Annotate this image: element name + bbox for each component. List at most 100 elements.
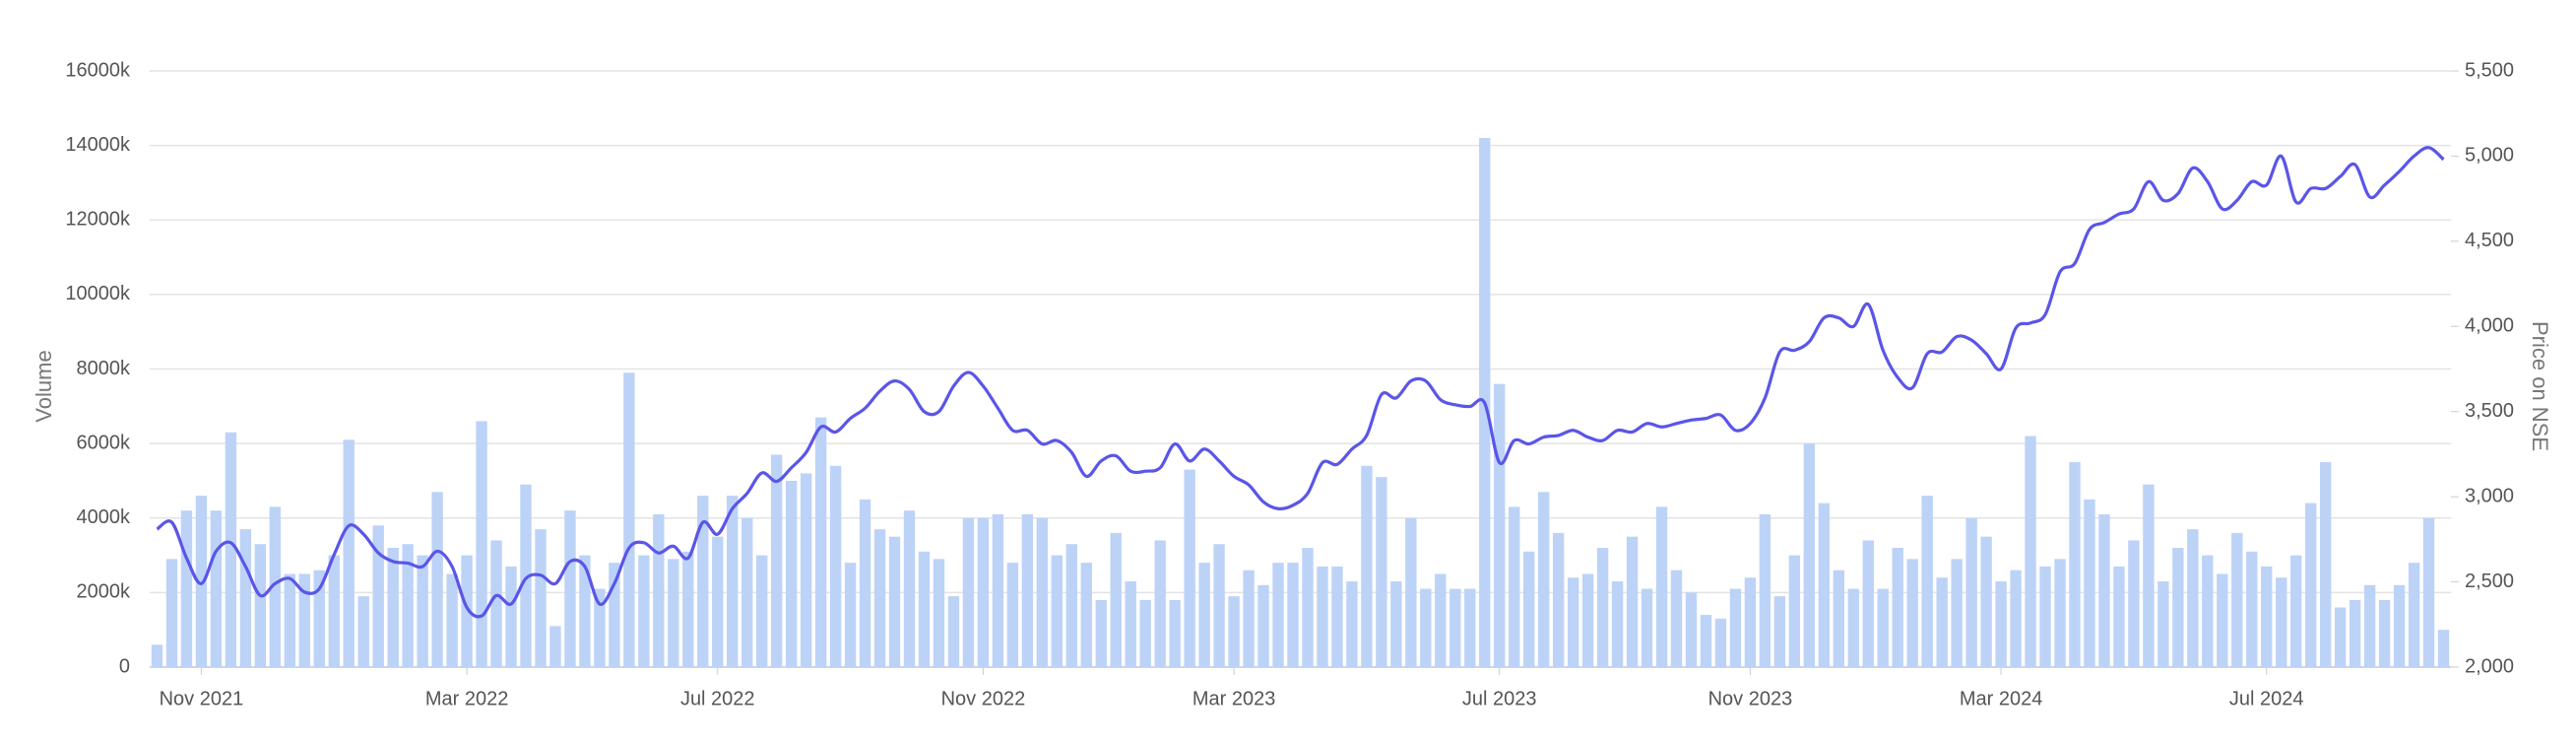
bar [1921, 496, 1933, 667]
bar [1965, 517, 1977, 667]
bar [933, 559, 945, 667]
bar [284, 573, 296, 667]
bar [727, 496, 739, 667]
bar [387, 548, 399, 667]
bar [1420, 588, 1432, 667]
x-tick-label: Mar 2024 [1960, 688, 2043, 709]
bar [829, 465, 842, 667]
bar [564, 510, 576, 667]
bar [1788, 555, 1801, 667]
bar [298, 573, 310, 667]
x-tick-label: Jul 2022 [680, 688, 755, 709]
bar [992, 513, 1004, 667]
bar [903, 510, 916, 667]
y-tick-label: 0 [119, 655, 130, 677]
bar [328, 555, 340, 667]
bar [1567, 577, 1579, 667]
bar [623, 372, 635, 667]
y-tick-label: 14000k [65, 134, 131, 156]
bar [594, 588, 606, 667]
bar [2276, 577, 2287, 667]
bar [1877, 588, 1889, 667]
bar [2363, 584, 2376, 667]
bar [269, 506, 282, 667]
bar [1405, 517, 1417, 667]
bar [1494, 383, 1506, 667]
bar [1611, 581, 1624, 667]
bar [476, 421, 487, 667]
bar [918, 551, 931, 667]
bar [1833, 570, 1844, 667]
bar [1995, 581, 2007, 667]
bar [1198, 563, 1210, 667]
bar [800, 473, 812, 667]
bar [1847, 588, 1859, 667]
bar [372, 525, 384, 667]
bar [697, 496, 709, 667]
bar [2039, 566, 2051, 667]
bar [1213, 544, 1225, 667]
bar [962, 517, 975, 667]
bar [1464, 588, 1476, 667]
bar [1390, 581, 1402, 667]
y2-tick-label: 4,000 [2465, 315, 2514, 337]
bar [2143, 484, 2155, 667]
bar [1655, 506, 1668, 667]
x-tick-label: Nov 2023 [1708, 688, 1793, 709]
bar [2157, 581, 2169, 667]
bar [1435, 573, 1447, 667]
bar [1036, 517, 1049, 667]
bar [1523, 551, 1535, 667]
bar [1257, 584, 1269, 667]
bar [417, 555, 428, 667]
bar [1773, 596, 1786, 667]
bar [873, 529, 886, 667]
bar [151, 644, 163, 667]
bar [1243, 570, 1255, 667]
bar [2202, 555, 2214, 667]
bar [1714, 618, 1727, 667]
bar [254, 544, 267, 667]
bar [2010, 570, 2022, 667]
bar [431, 492, 443, 667]
y-tick-label: 6000k [77, 432, 131, 453]
bar [756, 555, 768, 667]
bar [1272, 563, 1284, 667]
bar [357, 596, 369, 667]
bar [638, 555, 650, 667]
bar [1626, 536, 1639, 667]
bar [1184, 469, 1195, 667]
y-tick-label: 12000k [65, 209, 131, 231]
bar [2304, 503, 2317, 667]
bar [668, 559, 679, 667]
bar [2217, 573, 2228, 667]
bar [1951, 559, 1963, 667]
price-line [156, 146, 2445, 619]
bar [505, 566, 517, 667]
y-tick-label: 10000k [65, 283, 131, 304]
y-tick-label: 2000k [77, 581, 131, 603]
bar [859, 499, 871, 667]
bar [1803, 443, 1816, 667]
bar [2393, 584, 2406, 667]
bar [313, 570, 325, 667]
bar [1892, 548, 1903, 667]
bar [210, 510, 223, 667]
y-tick-label: 4000k [77, 506, 131, 528]
bar [549, 626, 561, 667]
y2-tick-label: 3,500 [2465, 400, 2514, 422]
bar [653, 513, 665, 667]
x-tick-label: Nov 2022 [941, 688, 1026, 709]
bar [2334, 607, 2347, 667]
bar [2113, 566, 2125, 667]
bar [1331, 566, 1343, 667]
bar [225, 432, 237, 667]
bar [2319, 462, 2332, 667]
x-tick-label: Nov 2021 [160, 688, 244, 709]
bar [1906, 559, 1918, 667]
bar [1139, 599, 1151, 667]
bar [770, 454, 783, 667]
bar [977, 517, 990, 667]
x-tick-label: Mar 2022 [425, 688, 509, 709]
